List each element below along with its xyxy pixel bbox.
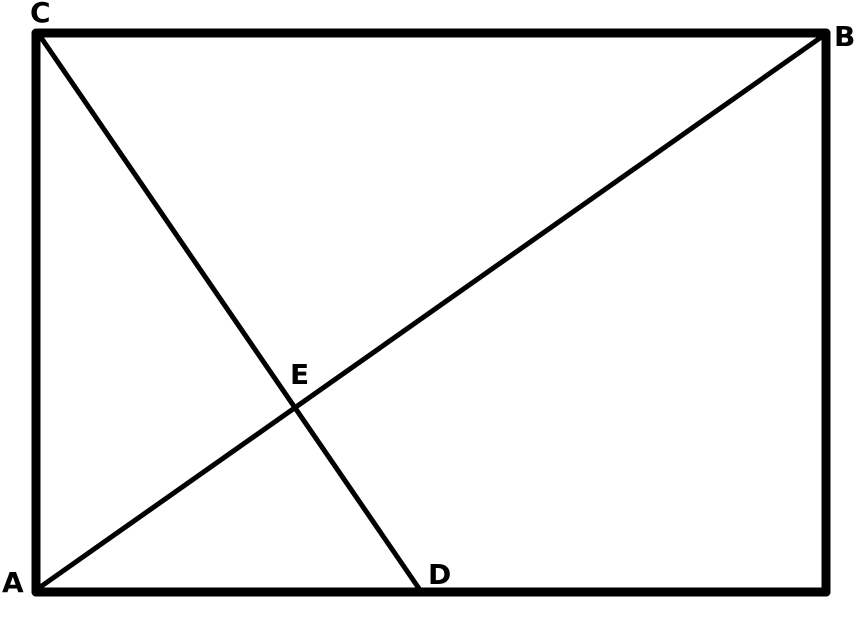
label-c: C — [30, 0, 51, 29]
label-b: B — [834, 20, 855, 53]
label-e: E — [290, 358, 309, 391]
segment-cd — [37, 33, 423, 593]
label-d: D — [428, 558, 451, 591]
segment-ab — [33, 35, 823, 593]
label-a: A — [2, 566, 24, 599]
